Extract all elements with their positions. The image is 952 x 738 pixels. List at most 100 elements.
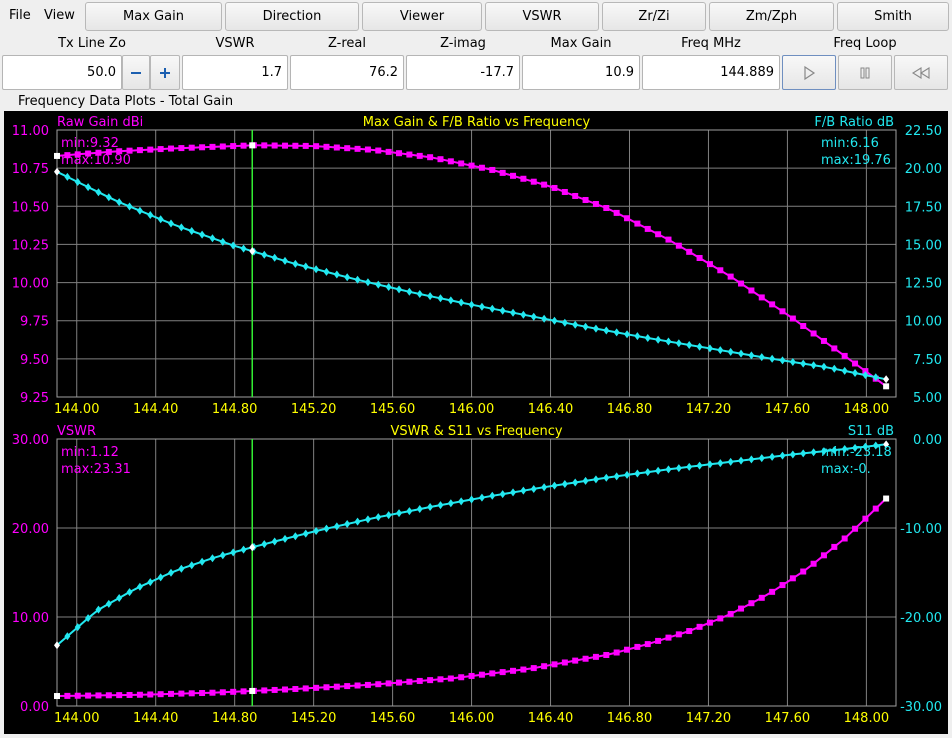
series-marker-1 [603, 326, 610, 335]
series-marker-0 [468, 672, 475, 679]
x-tick-label: 147.60 [765, 402, 811, 417]
tx-line-zo-field[interactable]: 50.0 [2, 55, 122, 90]
series-marker-0 [188, 690, 195, 697]
z-real-label: Z-real [327, 36, 366, 51]
play-button[interactable] [782, 55, 836, 90]
series-marker-0 [271, 142, 278, 149]
pause-button[interactable] [838, 55, 892, 90]
series-marker-0 [427, 154, 434, 161]
series-marker-1 [603, 473, 610, 482]
series-marker-0 [510, 172, 517, 179]
max-gain-field[interactable]: 10.9 [522, 55, 640, 90]
series-marker-0 [313, 143, 320, 150]
series-marker-1 [188, 561, 195, 570]
chart-title: VSWR & S11 vs Frequency [390, 424, 562, 439]
series-marker-0 [717, 267, 724, 274]
series-marker-0 [85, 692, 92, 699]
series-marker-1 [852, 368, 859, 377]
series-marker-0 [105, 692, 112, 699]
series-marker-0 [416, 152, 423, 159]
play-icon [804, 65, 816, 81]
chart-title: Max Gain & F/B Ratio vs Frequency [363, 115, 591, 130]
increment-button[interactable] [150, 55, 180, 90]
series-marker-0 [551, 661, 558, 668]
series-marker-0 [406, 678, 413, 685]
pause-icon [860, 67, 870, 79]
view-menu[interactable]: View [44, 8, 75, 23]
cursor-marker-1 [249, 247, 256, 256]
series-marker-0 [95, 149, 102, 156]
left-max-stat: max:23.31 [61, 462, 131, 477]
series-marker-1 [157, 215, 164, 224]
freq-mhz-field[interactable]: 144.889 [642, 55, 780, 90]
series-marker-1 [105, 599, 112, 608]
series-marker-0 [841, 535, 848, 542]
series-marker-1 [738, 349, 745, 358]
decrement-button[interactable] [122, 55, 150, 90]
series-marker-1 [748, 455, 755, 464]
series-marker-1 [95, 188, 102, 197]
series-marker-0 [85, 150, 92, 157]
left-tick-label: 10.25 [12, 238, 49, 253]
left-tick-label: 0.00 [20, 700, 49, 715]
series-marker-0 [302, 685, 309, 692]
series-marker-1 [199, 557, 206, 566]
x-tick-label: 145.60 [370, 711, 416, 726]
series-marker-1 [85, 183, 92, 192]
series-marker-0 [344, 145, 351, 152]
series-marker-1 [240, 545, 247, 554]
series-marker-0 [541, 181, 548, 188]
plots-section-title: Frequency Data Plots - Total Gain [18, 94, 234, 109]
series-marker-0 [292, 686, 299, 693]
series-marker-1 [572, 478, 579, 487]
series-marker-1 [95, 605, 102, 614]
file-menu[interactable]: File [9, 8, 31, 23]
tab-viewer[interactable]: Viewer [362, 2, 482, 31]
x-tick-label: 146.80 [607, 711, 653, 726]
series-marker-0 [468, 162, 475, 169]
series-endpoint-0 [883, 495, 890, 502]
x-tick-label: 146.80 [607, 402, 653, 417]
series-marker-1 [758, 454, 765, 463]
tab-zr-zi[interactable]: Zr/Zi [602, 2, 706, 31]
series-marker-0 [74, 692, 81, 699]
left-tick-label: 10.00 [12, 277, 49, 292]
x-tick-label: 147.60 [765, 711, 811, 726]
series-marker-0 [157, 691, 164, 698]
series-marker-0 [261, 687, 268, 694]
vswr-field[interactable]: 1.7 [182, 55, 288, 90]
series-marker-0 [136, 147, 143, 154]
series-marker-1 [872, 441, 879, 450]
left-tick-label: 9.75 [20, 315, 49, 330]
tab-zm-zph[interactable]: Zm/Zph [709, 2, 834, 31]
cursor-marker-0 [249, 687, 256, 694]
z-imag-field[interactable]: -17.7 [406, 55, 520, 90]
series-marker-0 [354, 682, 361, 689]
series-marker-1 [675, 464, 682, 473]
tab-smith[interactable]: Smith [837, 2, 949, 31]
series-marker-0 [779, 582, 786, 589]
tab-vswr[interactable]: VSWR [485, 2, 599, 31]
series-marker-1 [820, 447, 827, 456]
series-marker-0 [675, 242, 682, 249]
series-marker-0 [478, 164, 485, 171]
series-marker-0 [686, 248, 693, 255]
series-marker-1 [427, 292, 434, 301]
series-marker-0 [499, 169, 506, 176]
series-marker-1 [375, 513, 382, 522]
max-gain-label: Max Gain [550, 36, 612, 51]
tab-max-gain[interactable]: Max Gain [85, 2, 222, 31]
series-marker-0 [862, 515, 869, 522]
series-marker-1 [530, 484, 537, 493]
series-marker-0 [136, 691, 143, 698]
rewind-button[interactable] [894, 55, 948, 90]
cursor-marker-0 [249, 142, 256, 149]
series-marker-1 [478, 493, 485, 502]
series-marker-0 [634, 643, 641, 650]
series-marker-0 [478, 671, 485, 678]
z-real-field[interactable]: 76.2 [290, 55, 404, 90]
right-tick-label: 15.00 [905, 238, 942, 253]
series-marker-1 [634, 469, 641, 478]
series-marker-1 [561, 480, 568, 489]
tab-direction[interactable]: Direction [225, 2, 359, 31]
